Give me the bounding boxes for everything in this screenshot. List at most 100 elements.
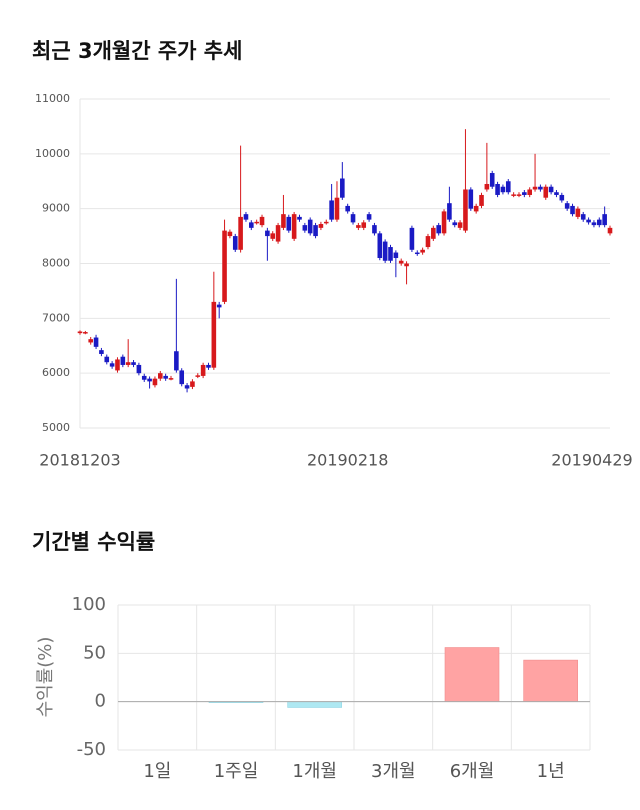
candle-body — [463, 189, 468, 231]
candle-body — [505, 181, 511, 193]
candle-body — [168, 378, 174, 380]
candle-body — [152, 378, 158, 386]
candle-body — [345, 205, 350, 212]
candle-body — [484, 183, 490, 190]
candle-body — [575, 208, 581, 217]
y-tick-label: 0 — [95, 691, 106, 712]
candle-body — [174, 351, 179, 371]
candle-body — [313, 225, 318, 237]
candle-body — [323, 221, 329, 224]
x-tick-label: 1주일 — [214, 761, 259, 782]
candle-body — [190, 381, 195, 387]
bar — [444, 647, 500, 702]
candle-body — [136, 364, 142, 374]
candle-body — [88, 339, 94, 343]
candle-body — [329, 200, 334, 220]
candle-body — [404, 263, 409, 267]
candle-body — [366, 214, 372, 220]
candle-body — [554, 192, 559, 195]
candle-body — [163, 375, 168, 379]
y-tick-label: 9000 — [42, 202, 70, 215]
candle-body — [93, 337, 99, 347]
candle-body — [489, 173, 495, 187]
candle-body — [104, 356, 110, 363]
candle-body — [479, 194, 484, 206]
candle-body — [184, 385, 190, 389]
candle-body — [350, 214, 356, 223]
candle-body — [473, 205, 479, 212]
candle-body — [441, 211, 447, 234]
candle-body — [340, 178, 345, 198]
candle-body — [232, 236, 238, 250]
y-tick-label: 6000 — [42, 366, 70, 379]
candle-body — [580, 214, 586, 220]
candle-body — [436, 225, 441, 234]
candle-body — [495, 183, 500, 195]
candle-body — [393, 252, 399, 259]
candle-body — [382, 241, 388, 261]
candle-body — [206, 364, 211, 368]
candle-body — [297, 216, 302, 220]
candle-body — [602, 214, 607, 226]
x-tick-label: 20190429 — [551, 451, 632, 470]
bar — [287, 701, 342, 708]
candle-body — [120, 356, 126, 365]
candle-body — [564, 203, 570, 209]
candle-body — [83, 332, 88, 334]
candle-body — [238, 216, 243, 250]
candle-body — [409, 227, 415, 250]
candle-body — [179, 370, 185, 385]
y-tick-label: 50 — [83, 642, 106, 663]
candle-body — [265, 230, 270, 237]
candle-body — [243, 214, 249, 220]
candle-body — [77, 331, 83, 334]
candle-body — [420, 249, 425, 253]
candle-body — [275, 225, 281, 242]
candle-body — [516, 194, 522, 196]
candle-body — [591, 222, 597, 226]
candle-body — [607, 227, 613, 234]
candle-body — [131, 362, 136, 365]
candle-body — [281, 214, 286, 228]
candle-body — [372, 225, 377, 234]
candle-body — [249, 222, 254, 228]
candle-body — [270, 233, 276, 239]
y-tick-label: -50 — [77, 739, 106, 760]
candle-body — [291, 214, 297, 239]
candle-body — [286, 216, 292, 231]
candle-body — [99, 350, 104, 354]
x-tick-label: 6개월 — [450, 761, 495, 782]
candle-body — [532, 186, 538, 190]
candle-body — [356, 225, 361, 228]
x-tick-label: 1개월 — [292, 761, 337, 782]
candle-body — [543, 186, 549, 198]
y-tick-label: 100 — [72, 594, 106, 615]
y-tick-label: 7000 — [42, 311, 70, 324]
candle-body — [548, 186, 554, 193]
candle-body — [200, 364, 206, 376]
candle-body — [596, 219, 602, 226]
candle-body — [211, 301, 217, 368]
candle-body — [586, 219, 591, 223]
candle-body — [254, 221, 259, 224]
candle-body — [538, 186, 543, 190]
candle-body — [147, 378, 152, 382]
y-tick-label: 5000 — [42, 421, 70, 434]
candle-body — [222, 230, 227, 302]
candle-body — [302, 225, 308, 231]
candle-body — [334, 197, 340, 220]
y-axis-label: 수익률(%) — [35, 637, 56, 718]
x-tick-label: 20190218 — [307, 451, 388, 470]
candle-body — [125, 362, 131, 365]
candle-body — [457, 222, 463, 228]
candle-body — [307, 219, 313, 234]
candle-body — [227, 231, 233, 237]
candle-body — [511, 194, 516, 196]
candle-body — [115, 359, 120, 371]
candle-body — [414, 252, 420, 255]
candle-body — [195, 375, 201, 377]
candle-body — [388, 247, 393, 261]
x-tick-label: 1일 — [143, 761, 171, 782]
candle-body — [109, 363, 115, 367]
